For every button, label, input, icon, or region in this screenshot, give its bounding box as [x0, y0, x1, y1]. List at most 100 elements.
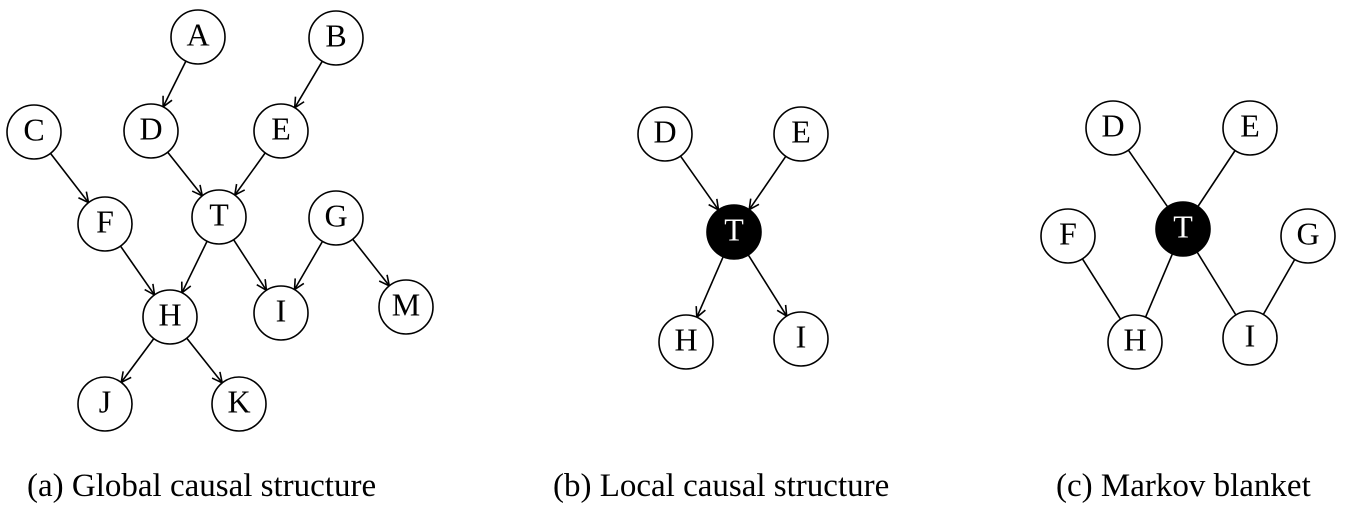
edge-t-h	[1144, 253, 1174, 318]
node-c: C	[6, 104, 62, 160]
node-label: G	[324, 197, 347, 233]
node-label: C	[23, 111, 44, 147]
edge-h-j	[121, 338, 155, 383]
node-circle	[1280, 208, 1336, 264]
panel-markov-blanket: D E F T G H I	[1040, 100, 1336, 370]
edge-b-e	[295, 60, 323, 108]
node-circle	[308, 10, 364, 66]
node-t-target: T	[706, 204, 762, 260]
node-label: G	[1296, 215, 1319, 251]
node-i: I	[1222, 310, 1278, 366]
node-j: J	[77, 376, 133, 432]
node-i: I	[253, 285, 309, 341]
node-label: E	[791, 113, 811, 149]
node-k: K	[211, 376, 267, 432]
edge-f-h	[1081, 258, 1122, 320]
node-circle	[123, 103, 179, 159]
node-circle	[142, 289, 198, 345]
node-circle	[1222, 100, 1278, 156]
node-label: I	[1245, 317, 1256, 353]
node-circle	[6, 104, 62, 160]
node-circle	[1155, 201, 1211, 257]
node-d: D	[1085, 100, 1141, 156]
edge-f-h	[119, 245, 155, 295]
node-label: T	[209, 196, 229, 232]
node-label: M	[392, 286, 420, 322]
caption-local-causal-structure: (b) Local causal structure	[553, 468, 890, 504]
node-d: D	[637, 106, 693, 162]
node-circle	[253, 285, 309, 341]
edge-h-k	[186, 337, 222, 383]
node-circle	[658, 314, 714, 370]
node-circle	[706, 204, 762, 260]
edge-a-d	[163, 60, 187, 107]
node-label: T	[1173, 208, 1193, 244]
node-e: E	[253, 103, 309, 159]
edge-d-t	[1127, 149, 1169, 208]
node-label: E	[271, 110, 291, 146]
node-m: M	[378, 279, 434, 335]
node-g: G	[1280, 208, 1336, 264]
node-t-target: T	[1155, 201, 1211, 257]
edge-t-h	[182, 240, 208, 293]
node-label: B	[325, 17, 346, 53]
node-label: E	[1240, 107, 1260, 143]
node-circle	[1107, 314, 1163, 370]
node-h: H	[142, 289, 198, 345]
node-h: H	[658, 314, 714, 370]
node-e: E	[773, 106, 829, 162]
node-d: D	[123, 103, 179, 159]
node-label: D	[653, 113, 676, 149]
node-label: A	[186, 16, 209, 52]
node-label: I	[276, 292, 287, 328]
node-circle	[637, 106, 693, 162]
edge-g-i	[295, 240, 324, 289]
edge-t-h	[697, 256, 724, 318]
edge-g-i	[1262, 259, 1296, 315]
node-label: D	[1101, 107, 1124, 143]
node-label: J	[99, 383, 111, 419]
node-circle	[211, 376, 267, 432]
edge-e-t	[235, 152, 266, 195]
panel-global-causal-structure: A B C D E F T G H I M J K	[6, 9, 434, 432]
node-circle	[77, 376, 133, 432]
edge-c-f	[49, 152, 89, 202]
node-circle	[77, 196, 133, 252]
node-h: H	[1107, 314, 1163, 370]
node-circle	[191, 189, 247, 245]
node-a: A	[170, 9, 226, 65]
edge-t-i	[747, 254, 786, 316]
node-t: T	[191, 189, 247, 245]
node-circle	[1222, 310, 1278, 366]
node-label: T	[724, 211, 744, 247]
node-f: F	[77, 196, 133, 252]
edge-d-t	[167, 151, 203, 196]
edge-g-m	[352, 238, 390, 286]
node-circle	[1085, 100, 1141, 156]
panel-local-causal-structure: D E T H I	[637, 106, 829, 370]
node-label: H	[1123, 321, 1146, 357]
node-e: E	[1222, 100, 1278, 156]
node-circle	[308, 190, 364, 246]
node-label: K	[227, 383, 250, 419]
edge-t-i	[232, 239, 267, 291]
node-label: D	[139, 110, 162, 146]
node-circle	[773, 311, 829, 367]
node-circle	[253, 103, 309, 159]
node-circle	[773, 106, 829, 162]
edge-e-t	[749, 155, 787, 209]
node-g: G	[308, 190, 364, 246]
node-f: F	[1040, 208, 1096, 264]
node-i: I	[773, 311, 829, 367]
node-label: H	[158, 296, 181, 332]
node-circle	[1040, 208, 1096, 264]
node-label: F	[1059, 215, 1077, 251]
node-b: B	[308, 10, 364, 66]
edge-d-t	[679, 155, 719, 210]
edge-t-i	[1196, 251, 1237, 316]
caption-markov-blanket: (c) Markov blanket	[1056, 468, 1311, 504]
node-circle	[170, 9, 226, 65]
node-label: I	[796, 318, 807, 354]
node-circle	[378, 279, 434, 335]
